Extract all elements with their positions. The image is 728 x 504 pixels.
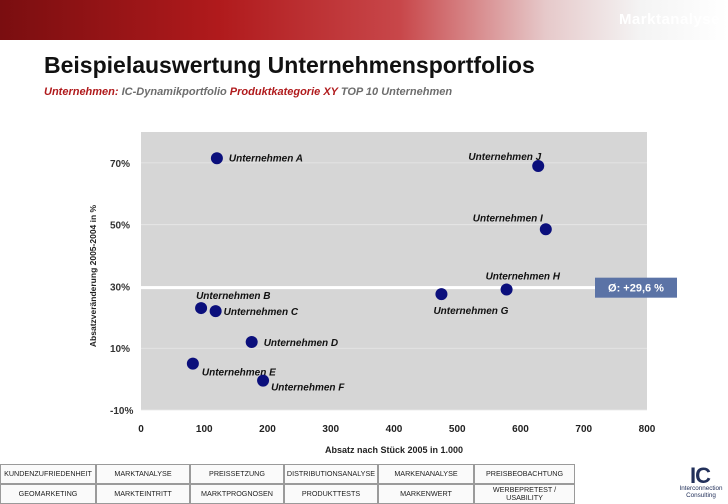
x-axis-label: Absatz nach Stück 2005 in 1.000 bbox=[325, 445, 463, 455]
logo-line: Interconnection bbox=[679, 485, 723, 492]
y-tick-label: -10% bbox=[110, 406, 133, 417]
average-line-group: Ø: +29,6 % bbox=[141, 277, 677, 298]
nav-item[interactable]: PRODUKTTESTS bbox=[284, 484, 378, 504]
logo-mark: IC bbox=[690, 463, 711, 488]
data-point-label: Unternehmen F bbox=[271, 383, 345, 394]
data-point-label: Unternehmen A bbox=[229, 153, 303, 164]
data-point-label: Unternehmen J bbox=[468, 152, 541, 163]
data-point-label: Unternehmen D bbox=[264, 338, 338, 349]
x-tick-label: 700 bbox=[575, 424, 592, 435]
y-axis-ticks: -10% 10% 30% 50% 70% bbox=[110, 159, 133, 417]
x-tick-label: 300 bbox=[322, 424, 339, 435]
y-tick-label: 10% bbox=[110, 344, 130, 355]
y-tick-label: 70% bbox=[110, 159, 130, 170]
nav-item[interactable]: MARKTPROGNOSEN bbox=[190, 484, 284, 504]
nav-item[interactable]: PREISBEOBACHTUNG bbox=[474, 464, 575, 484]
data-point bbox=[245, 336, 258, 349]
y-axis-label: Absatzveränderung 2005-2004 in % bbox=[88, 204, 98, 347]
x-tick-label: 0 bbox=[138, 424, 144, 435]
nav-item[interactable]: MARKENWERT bbox=[378, 484, 474, 504]
section-title: Marktanalyse bbox=[618, 11, 720, 28]
data-point-label: Unternehmen H bbox=[486, 272, 561, 283]
data-point bbox=[539, 223, 552, 236]
data-point-label: Unternehmen E bbox=[202, 368, 276, 379]
data-point bbox=[532, 159, 545, 172]
nav-item[interactable]: WERBEPRETEST / USABILITY bbox=[474, 484, 575, 504]
x-axis-ticks: 0 100 200 300 400 500 600 700 800 bbox=[138, 424, 656, 435]
x-tick-label: 800 bbox=[639, 424, 656, 435]
nav-item[interactable]: MARKTEINTRITT bbox=[96, 484, 190, 504]
subtitle-part: IC-Dynamikportfolio bbox=[121, 86, 230, 98]
subtitle-part: TOP 10 Unternehmen bbox=[340, 86, 453, 98]
company-logo: IC Interconnection Consulting bbox=[678, 463, 724, 501]
data-point bbox=[195, 302, 208, 315]
nav-item[interactable]: KUNDENZUFRIEDENHEIT bbox=[0, 464, 96, 484]
page-title: Beispielauswertung Unternehmensportfolio… bbox=[44, 52, 535, 78]
x-tick-label: 500 bbox=[449, 424, 466, 435]
data-point bbox=[257, 374, 270, 387]
nav-item[interactable]: MARKENANALYSE bbox=[378, 464, 474, 484]
nav-item[interactable]: MARKTANALYSE bbox=[96, 464, 190, 484]
data-point bbox=[210, 152, 223, 165]
x-tick-label: 600 bbox=[512, 424, 529, 435]
average-label: Ø: +29,6 % bbox=[608, 283, 664, 295]
subtitle-part: Produktkategorie XY bbox=[229, 86, 341, 98]
logo-wordmark: Interconnection Consulting bbox=[678, 485, 724, 500]
page-subtitle: Unternehmen: IC-Dynamikportfolio Produkt… bbox=[44, 86, 452, 98]
data-point bbox=[435, 288, 448, 301]
data-point-label: Unternehmen I bbox=[473, 213, 543, 224]
portfolio-scatter-chart: Ø: +29,6 % -10% 10% 30% 50% 70% 0 100 200 300 40… bbox=[88, 132, 677, 455]
data-point-label: Unternehmen B bbox=[196, 291, 270, 302]
nav-item[interactable]: GEOMARKETING bbox=[0, 484, 96, 504]
average-badge bbox=[595, 277, 677, 298]
data-point-label: Unternehmen C bbox=[224, 307, 299, 318]
y-tick-label: 30% bbox=[110, 282, 130, 293]
header-banner: Marktanalyse bbox=[0, 0, 728, 40]
logo-line: Consulting bbox=[686, 491, 716, 499]
x-tick-label: 400 bbox=[386, 424, 403, 435]
nav-item[interactable]: DISTRIBUTIONSANALYSE bbox=[284, 464, 378, 484]
data-point bbox=[209, 305, 222, 318]
data-point bbox=[186, 357, 199, 370]
plot-area bbox=[141, 132, 647, 410]
subtitle-part: Unternehmen: bbox=[44, 86, 122, 98]
x-tick-label: 200 bbox=[259, 424, 276, 435]
nav-item[interactable]: PREISSETZUNG bbox=[190, 464, 284, 484]
bottom-navigation: KUNDENZUFRIEDENHEIT MARKTANALYSE PREISSETZ… bbox=[0, 464, 575, 504]
data-point bbox=[500, 283, 513, 296]
data-points: Unternehmen A Unternehmen B Unternehmen C U… bbox=[186, 152, 561, 394]
y-tick-label: 50% bbox=[110, 221, 130, 232]
data-point-label: Unternehmen G bbox=[433, 306, 508, 317]
x-tick-label: 100 bbox=[196, 424, 213, 435]
